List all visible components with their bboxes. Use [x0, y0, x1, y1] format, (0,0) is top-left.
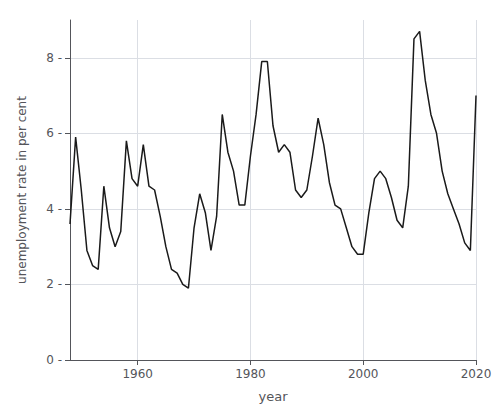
svg-text:6 -: 6 -: [46, 126, 62, 140]
svg-text:year: year: [258, 389, 288, 404]
svg-text:8 -: 8 -: [46, 51, 62, 65]
svg-text:1980: 1980: [235, 367, 266, 381]
svg-text:4 -: 4 -: [46, 202, 62, 216]
svg-text:unemployment rate in per cent: unemployment rate in per cent: [15, 96, 29, 284]
svg-text:1960: 1960: [122, 367, 153, 381]
svg-text:2020: 2020: [461, 367, 492, 381]
svg-text:0 -: 0 -: [46, 353, 62, 367]
svg-text:2000: 2000: [348, 367, 379, 381]
svg-text:2 -: 2 -: [46, 277, 62, 291]
